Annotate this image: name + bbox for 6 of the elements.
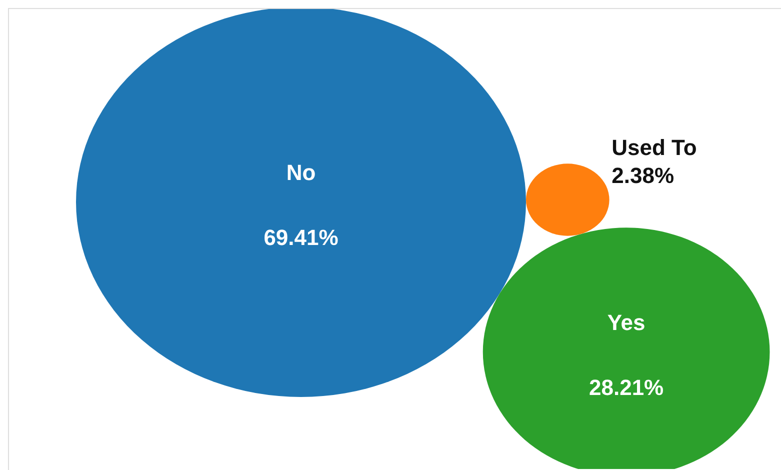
- data-label: 28.21%: [589, 374, 664, 400]
- data-label: 2.38%: [612, 162, 674, 188]
- data-label: 69.41%: [264, 225, 338, 250]
- category-label: Used To: [612, 134, 697, 160]
- category-label: Yes: [607, 310, 646, 335]
- category-label: No: [286, 160, 316, 185]
